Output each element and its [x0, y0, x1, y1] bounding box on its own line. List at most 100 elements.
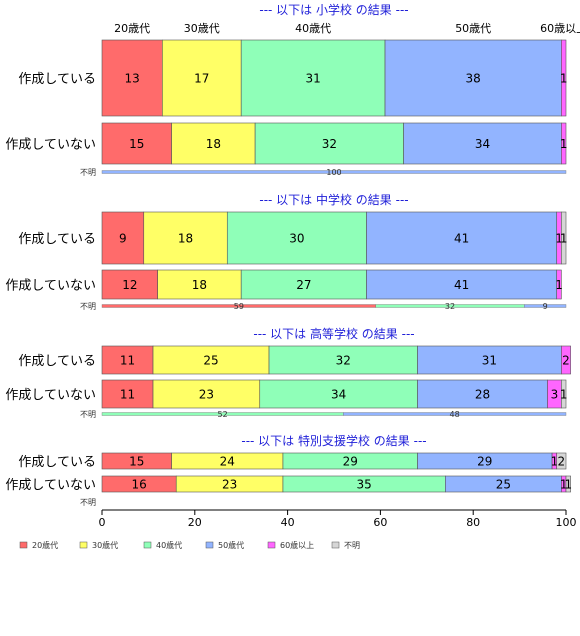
bar-segment	[565, 475, 571, 493]
bar-segment	[240, 39, 386, 117]
segment-label: 34	[331, 388, 346, 402]
legend-swatch	[143, 541, 152, 549]
segment-label: 13	[125, 72, 140, 86]
category-header: 40歳代	[295, 22, 331, 35]
legend-swatch	[79, 541, 88, 549]
legend-label: 30歳代	[92, 540, 118, 550]
bar-segment	[556, 269, 562, 300]
legend-label: 不明	[344, 541, 360, 550]
segment-label: 11	[120, 354, 135, 368]
unknown-segment	[343, 412, 567, 416]
row-label: 作成していない	[5, 138, 96, 153]
segment-label: 15	[129, 137, 144, 151]
bar-segment	[556, 452, 567, 470]
bar-segment	[171, 122, 256, 165]
x-tick-label: 40	[281, 516, 295, 529]
unknown-segment-label: 52	[218, 410, 228, 419]
row-label: 作成していない	[5, 388, 96, 403]
segment-label: 29	[343, 455, 358, 469]
row-label: 作成している	[18, 354, 96, 369]
bar-segment	[384, 39, 562, 117]
segment-label: 31	[305, 72, 320, 86]
bar-segment	[561, 211, 567, 265]
legend-label: 20歳代	[32, 540, 58, 550]
bar-segment	[143, 211, 228, 265]
unknown-segment-label: 32	[445, 302, 455, 311]
bar-segment	[162, 39, 242, 117]
legend-swatch	[205, 541, 214, 549]
segment-label: 1	[560, 388, 568, 402]
segment-label: 3	[551, 388, 559, 402]
segment-label: 18	[178, 232, 193, 246]
category-header: 30歳代	[184, 22, 220, 35]
segment-label: 2	[562, 354, 570, 368]
row-label: 作成していない	[5, 478, 96, 493]
bar-segment	[101, 345, 154, 375]
bar-segment	[561, 345, 571, 375]
bar-segment	[561, 122, 567, 165]
bar-segment	[366, 269, 558, 300]
category-header: 20歳代	[114, 22, 150, 35]
segment-label: 12	[122, 278, 137, 292]
segment-label: 16	[131, 478, 146, 492]
category-header: 50歳代	[455, 22, 491, 35]
bar-segment	[240, 269, 367, 300]
segment-label: 35	[357, 478, 372, 492]
row-label: 作成していない	[5, 279, 96, 294]
x-tick-label: 80	[466, 516, 480, 529]
segment-label: 41	[454, 232, 469, 246]
segment-label: 31	[482, 354, 497, 368]
legend-label: 50歳代	[218, 540, 244, 550]
bar-segment	[101, 379, 154, 409]
segment-label: 1	[560, 137, 568, 151]
unknown-segment-label: 9	[543, 302, 548, 311]
x-tick-label: 20	[188, 516, 202, 529]
segment-label: 32	[322, 137, 337, 151]
category-header: 60歳以上	[540, 22, 580, 35]
segment-label: 25	[496, 478, 511, 492]
unknown-row-label: 不明	[80, 302, 96, 311]
segment-label: 18	[206, 137, 221, 151]
bar-segment	[254, 122, 404, 165]
unknown-segment	[101, 170, 567, 174]
segment-label: 28	[475, 388, 490, 402]
segment-label: 17	[194, 72, 209, 86]
segment-label: 1	[555, 232, 563, 246]
unknown-row-label: 不明	[80, 410, 96, 419]
bar-segment	[268, 345, 418, 375]
segment-label: 25	[203, 354, 218, 368]
row-label: 作成している	[18, 455, 96, 470]
segment-label: 24	[220, 455, 235, 469]
unknown-row-label: 不明	[80, 498, 96, 507]
x-tick-label: 0	[99, 516, 106, 529]
segment-label: 29	[477, 455, 492, 469]
segment-label: 1	[560, 478, 568, 492]
segment-label: 23	[199, 388, 214, 402]
bar-segment	[226, 211, 367, 265]
bar-segment	[157, 269, 242, 300]
bar-segment	[101, 211, 145, 265]
legend-swatch	[267, 541, 276, 549]
group-title: --- 以下は 高等学校 の結果 ---	[253, 326, 414, 341]
segment-label: 38	[466, 72, 481, 86]
row-label: 作成している	[18, 232, 96, 247]
bar-segment	[101, 122, 172, 165]
legend-swatch	[19, 541, 28, 549]
segment-label: 1	[555, 278, 563, 292]
segment-label: 1	[560, 72, 568, 86]
unknown-row-label: 不明	[80, 168, 96, 177]
bar-segment	[417, 345, 562, 375]
segment-label: 1	[560, 232, 568, 246]
segment-label: 15	[129, 455, 144, 469]
unknown-segment-label: 100	[326, 168, 341, 177]
x-tick-label: 100	[556, 516, 577, 529]
bar-segment	[152, 345, 270, 375]
segment-label: 1	[551, 455, 559, 469]
bar-segment	[101, 39, 163, 117]
bar-segment	[417, 379, 548, 409]
bar-segment	[152, 379, 261, 409]
bar-segment	[561, 379, 567, 409]
unknown-segment	[524, 304, 567, 308]
segment-label: 30	[289, 232, 304, 246]
